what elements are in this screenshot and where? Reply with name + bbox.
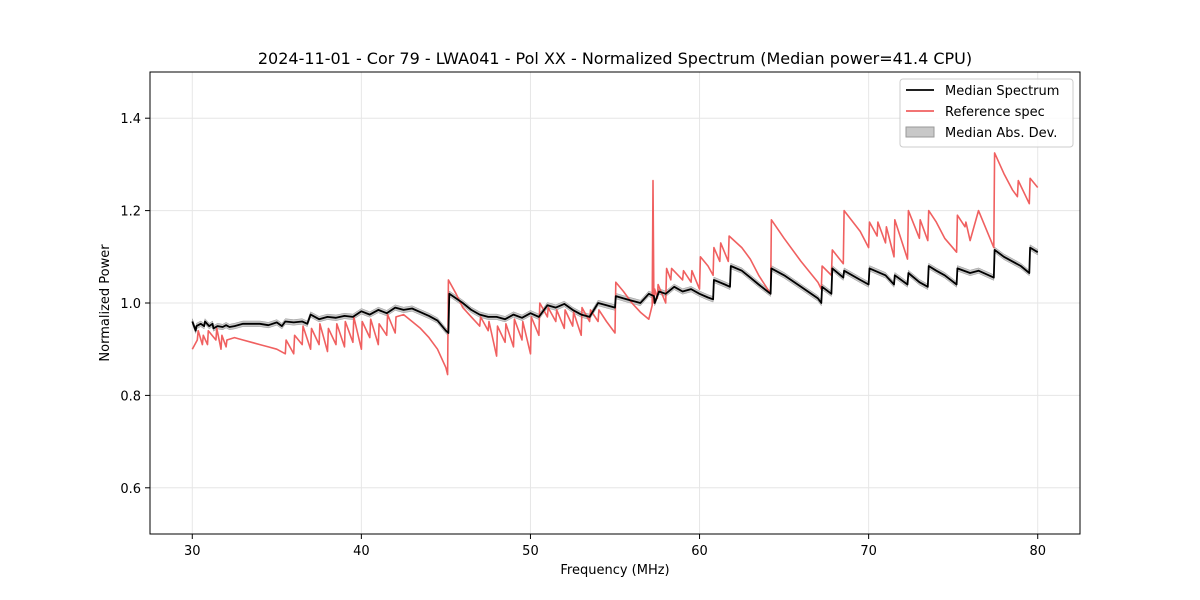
legend-box bbox=[899, 78, 1074, 148]
legend-label-reference: Reference spec bbox=[945, 105, 1045, 120]
x-tick-label: 60 bbox=[691, 544, 708, 559]
y-tick-label: 1.4 bbox=[120, 112, 141, 127]
legend-swatch-mad bbox=[905, 126, 935, 138]
median-spectrum-line bbox=[191, 246, 1039, 334]
x-axis-label: Frequency (MHz) bbox=[560, 563, 669, 578]
x-tick-label: 50 bbox=[522, 544, 539, 559]
y-axis-label: Normalized Power bbox=[98, 244, 113, 362]
legend: Median Spectrum Reference spec Median Ab… bbox=[899, 78, 1074, 148]
legend-label-median: Median Spectrum bbox=[945, 84, 1059, 99]
y-tick-label: 0.8 bbox=[120, 389, 141, 404]
legend-label-mad: Median Abs. Dev. bbox=[945, 126, 1057, 141]
reference-spectrum-line bbox=[191, 152, 1039, 376]
x-tick-label: 70 bbox=[860, 544, 877, 559]
y-tick-label: 1.0 bbox=[120, 297, 141, 312]
y-tick-label: 0.6 bbox=[120, 482, 141, 497]
ticks: 30 40 50 60 70 80 0.6 0.8 1.0 1.2 1.4 bbox=[120, 112, 1046, 559]
data-layer bbox=[191, 152, 1039, 376]
x-tick-label: 40 bbox=[353, 544, 370, 559]
chart-title: 2024-11-01 - Cor 79 - LWA041 - Pol XX - … bbox=[258, 49, 972, 68]
x-tick-label: 30 bbox=[184, 544, 201, 559]
y-tick-label: 1.2 bbox=[120, 205, 141, 220]
median-abs-dev-band bbox=[192, 244, 1038, 337]
x-tick-label: 80 bbox=[1029, 544, 1046, 559]
